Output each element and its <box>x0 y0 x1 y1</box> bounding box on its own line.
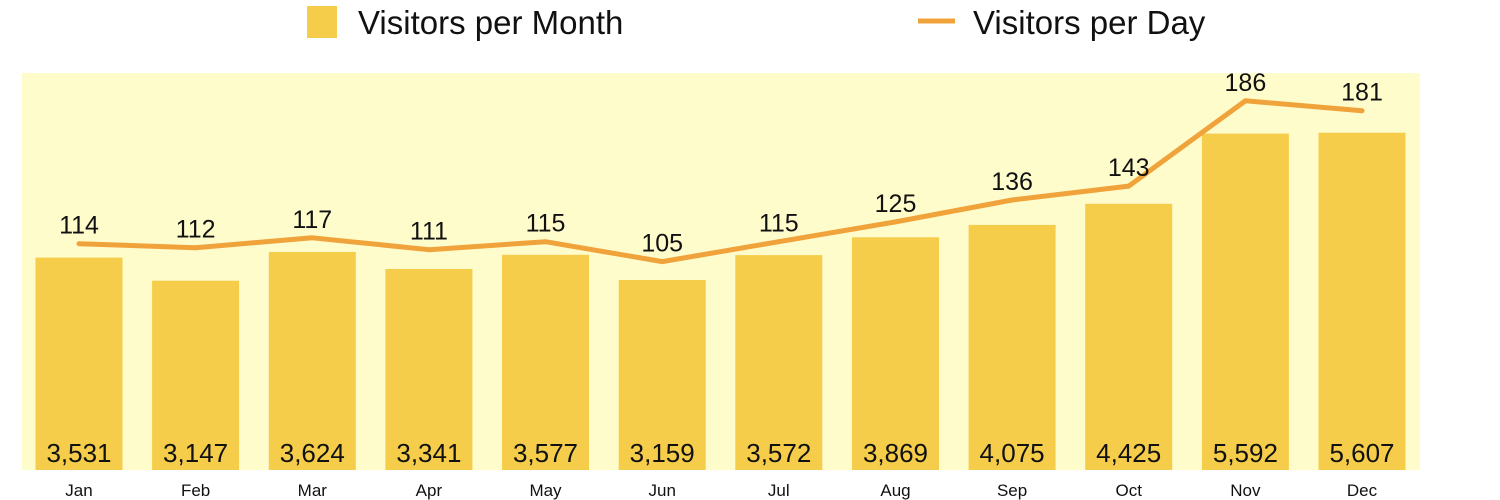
line-value-label-jun: 105 <box>641 230 683 258</box>
legend-label-visitors-per-day: Visitors per Day <box>973 4 1206 41</box>
line-point-aug <box>893 219 898 225</box>
x-axis-tick-labels: Jan Feb Mar Apr May Jun Jul Aug Sep Oct Nov Dec <box>65 481 1377 500</box>
line-value-label-mar: 117 <box>292 206 332 234</box>
bar-value-label-aug: 3,869 <box>863 438 928 468</box>
bar-value-label-may: 3,577 <box>513 438 578 468</box>
line-point-apr <box>426 247 432 253</box>
x-tick-label-mar: Mar <box>298 481 328 500</box>
bar-aug <box>852 237 939 470</box>
line-value-label-jan: 114 <box>59 212 99 240</box>
legend: Visitors per Month Visitors per Day <box>307 4 1206 41</box>
bar-value-label-apr: 3,341 <box>396 438 461 468</box>
x-tick-label-jun: Jun <box>648 481 675 500</box>
legend-label-visitors-per-month: Visitors per Month <box>358 4 623 41</box>
line-value-label-sep: 136 <box>991 168 1033 196</box>
line-value-label-dec: 181 <box>1341 79 1383 107</box>
bar-value-label-jul: 3,572 <box>746 438 811 468</box>
bar-value-label-sep: 4,075 <box>980 438 1045 468</box>
bar-value-label-nov: 5,592 <box>1213 438 1278 468</box>
line-point-feb <box>193 245 199 251</box>
bar-jan <box>35 257 123 470</box>
bar-oct <box>1085 203 1173 471</box>
line-value-label-jul: 115 <box>759 210 799 238</box>
bar-may <box>502 254 589 470</box>
bar-value-label-mar: 3,624 <box>280 438 345 468</box>
line-point-nov <box>1242 98 1248 104</box>
x-tick-label-dec: Dec <box>1347 481 1378 500</box>
line-point-mar <box>309 235 315 241</box>
x-tick-label-apr: Apr <box>416 481 443 500</box>
bar-apr <box>385 269 473 470</box>
bar-jul <box>735 255 823 470</box>
line-value-label-apr: 111 <box>410 218 448 246</box>
bar-value-label-jan: 3,531 <box>46 438 111 468</box>
x-tick-label-feb: Feb <box>181 481 210 500</box>
x-tick-label-sep: Sep <box>997 481 1027 500</box>
bar-series-visitors-per-month <box>35 132 1406 471</box>
line-point-jul <box>776 239 782 245</box>
x-tick-label-aug: Aug <box>880 481 910 500</box>
x-tick-label-oct: Oct <box>1115 481 1142 500</box>
line-value-label-oct: 143 <box>1108 154 1150 182</box>
x-tick-label-nov: Nov <box>1230 481 1261 500</box>
bar-value-label-oct: 4,425 <box>1096 438 1161 468</box>
bar-value-label-dec: 5,607 <box>1329 438 1394 468</box>
line-point-dec <box>1359 108 1365 114</box>
line-value-label-nov: 186 <box>1225 69 1267 97</box>
line-value-label-aug: 125 <box>875 190 917 218</box>
x-tick-label-may: May <box>529 481 562 500</box>
bar-dec <box>1318 132 1406 470</box>
line-visitors-per-day <box>78 98 1363 265</box>
line-point-jun <box>659 259 665 265</box>
line-point-jan <box>76 241 82 247</box>
bar-value-label-jun: 3,159 <box>630 438 695 468</box>
line-value-labels: 114 112 117 111 115 105 115 125 136 143 186 181 <box>59 69 1383 258</box>
bar-nov <box>1201 133 1289 470</box>
bar-feb <box>152 280 240 470</box>
bar-sep <box>968 224 1056 470</box>
bar-mar <box>268 252 356 470</box>
line-value-label-feb: 112 <box>176 216 216 244</box>
plot-background <box>22 73 1420 470</box>
line-point-oct <box>1126 183 1132 189</box>
line-value-label-may: 115 <box>526 210 566 238</box>
bar-value-label-feb: 3,147 <box>163 438 228 468</box>
legend-swatch-visitors-per-month <box>307 6 337 38</box>
x-tick-label-jul: Jul <box>768 481 790 500</box>
bar-value-labels: 3,531 3,147 3,624 3,341 3,577 3,159 3,572 3,869… <box>46 438 1394 468</box>
x-tick-label-jan: Jan <box>65 481 92 500</box>
bar-jun <box>618 280 706 470</box>
line-point-sep <box>1009 197 1015 203</box>
line-point-may <box>543 239 548 245</box>
line-series-visitors-per-day <box>76 98 1365 265</box>
